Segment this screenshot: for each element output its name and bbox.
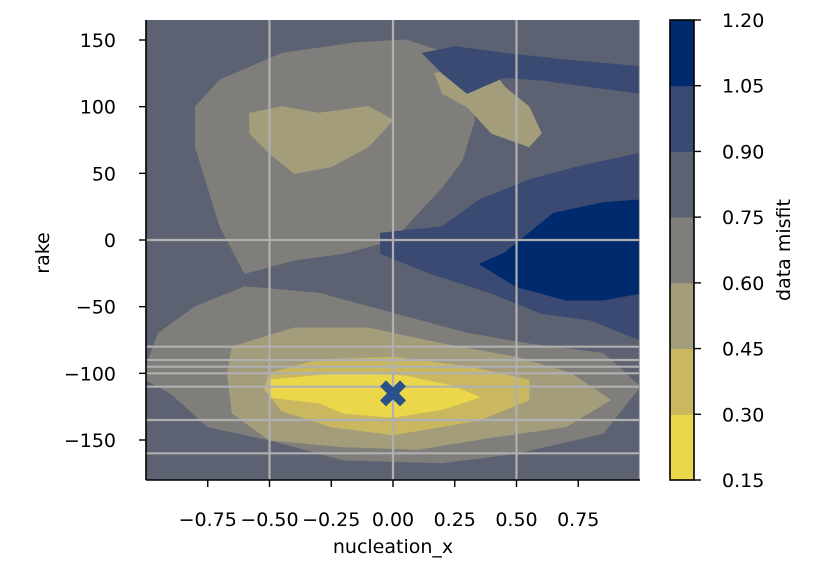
colorbar-segment-4 — [670, 151, 694, 218]
contour-region-4 — [269, 372, 481, 418]
x-tick-label-1: −0.50 — [240, 509, 298, 531]
colorbar-segment-6 — [670, 20, 694, 87]
colorbar: 0.15 0.30 0.45 0.60 0.75 0.90 1.05 1.20 — [669, 10, 764, 492]
x-tick-label-6: 0.75 — [557, 509, 599, 531]
colorbar-segment-1 — [670, 348, 694, 415]
y-tick-label-5: 100 — [80, 97, 116, 119]
x-tick-label-4: 0.25 — [434, 509, 476, 531]
colorbar-tick-label-5: 0.90 — [722, 141, 764, 163]
x-tick-label-3: 0.00 — [372, 509, 414, 531]
colorbar-tick-label-6: 1.05 — [722, 76, 764, 98]
colorbar-segment-5 — [670, 85, 694, 152]
y-axis-label: rake — [32, 232, 54, 273]
y-tick-label-3: 0 — [104, 230, 116, 252]
y-tick-label-1: −100 — [64, 363, 116, 385]
contour-region-9 — [478, 199, 640, 301]
x-tick-label-5: 0.50 — [495, 509, 537, 531]
colorbar-tick-label-3: 0.60 — [722, 273, 764, 295]
colorbar-label: data misfit — [773, 199, 795, 301]
x-tick-label-0: −0.75 — [179, 509, 237, 531]
y-tick-label-6: 150 — [80, 30, 116, 52]
axes: −0.75 −0.50 −0.25 0.00 0.25 0.50 0.75 −150 −100 −… — [64, 20, 640, 531]
contour-region-6 — [249, 106, 394, 174]
colorbar-tick-label-7: 1.20 — [722, 10, 764, 32]
grid — [146, 20, 640, 480]
colorbar-tick-label-4: 0.75 — [722, 207, 764, 229]
markers — [380, 380, 406, 407]
colorbar-segment-3 — [670, 217, 694, 284]
contour-region-10 — [421, 46, 640, 94]
colorbar-segment-2 — [670, 282, 694, 350]
marker-0 — [380, 380, 406, 407]
y-tick-label-4: 50 — [92, 163, 116, 185]
y-tick-label-0: −150 — [64, 430, 116, 452]
y-tick-label-2: −50 — [76, 297, 116, 319]
x-tick-label-2: −0.25 — [302, 509, 360, 531]
colorbar-frame — [669, 19, 695, 481]
x-axis-label: nucleation_x — [333, 536, 453, 558]
colorbar-tick-label-1: 0.30 — [722, 404, 764, 426]
colorbar-segment-0 — [670, 414, 694, 481]
colorbar-tick-label-2: 0.45 — [722, 339, 764, 361]
colorbar-tick-label-0: 0.15 — [722, 470, 764, 492]
